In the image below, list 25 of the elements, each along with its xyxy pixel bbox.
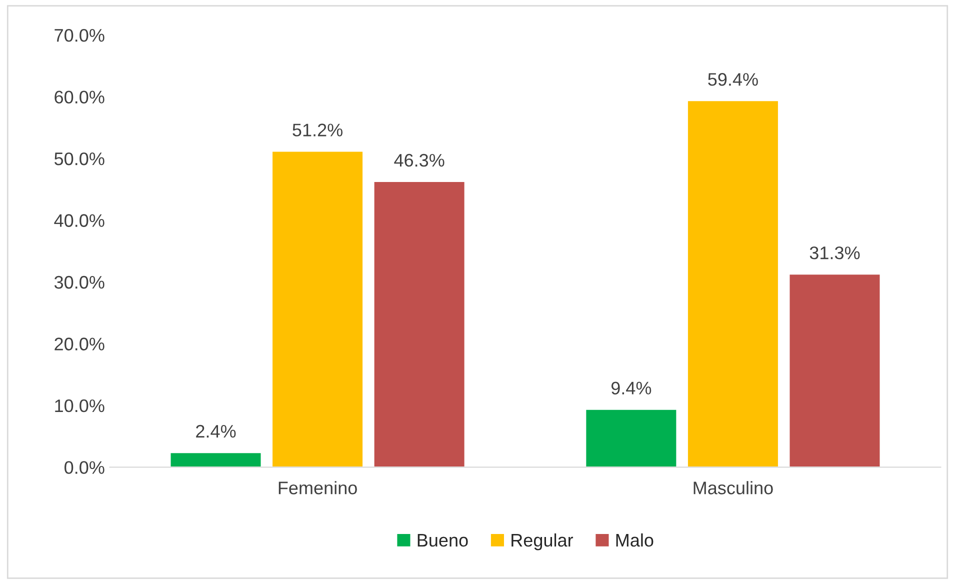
x-tick-label: Femenino [278,481,357,494]
data-label: 51.2% [292,124,342,136]
data-label: 9.4% [611,382,652,394]
y-tick-label: 30.0% [54,276,104,289]
y-tick-label: 70.0% [54,28,104,42]
y-tick-label: 0.0% [64,461,104,474]
x-tick-label: Masculino [694,481,773,494]
bar [788,273,882,468]
y-tick-label: 60.0% [54,90,104,104]
y-tick-label: 10.0% [55,399,104,412]
bar [584,408,678,468]
data-label: 59.4% [708,73,758,86]
data-label: 31.3% [810,246,860,260]
legend-label: Regular [512,533,574,550]
bar [169,452,262,468]
data-label: 2.4% [196,424,236,438]
y-tick-label: 20.0% [54,338,104,350]
data-label: 46.3% [394,154,444,167]
legend-label: Bueno [418,534,468,547]
legend-label: Malo [616,533,654,547]
y-tick-label: 50.0% [54,152,104,166]
bar [372,180,466,468]
bar [686,100,780,468]
bar [271,150,364,468]
y-tick-label: 40.0% [54,214,104,227]
